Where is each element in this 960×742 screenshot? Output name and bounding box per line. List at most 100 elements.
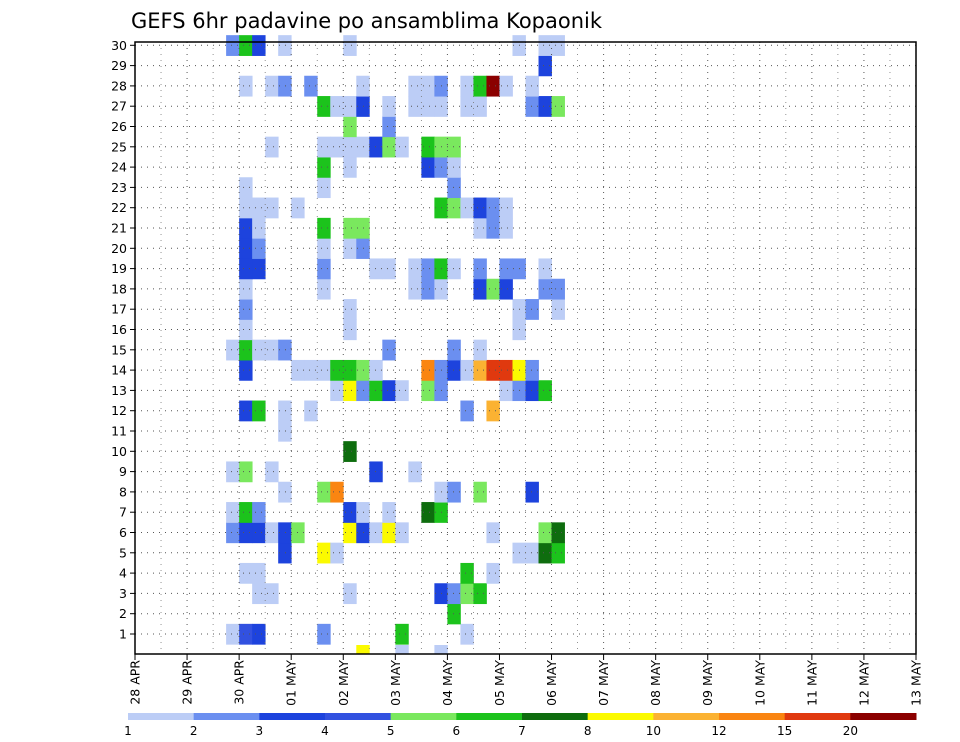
- heatmap-cell: [317, 278, 331, 300]
- heatmap-cell: [317, 156, 331, 178]
- colorbar-swatch: [325, 713, 392, 720]
- heatmap-cell: [551, 522, 565, 544]
- heatmap-cell: [421, 380, 435, 402]
- y-tick-label: 19: [111, 261, 127, 276]
- y-axis-ticks: 1234567891011121314151617181920212223242…: [111, 38, 135, 642]
- heatmap-cell: [226, 339, 240, 361]
- heatmap-cell: [382, 522, 396, 544]
- heatmap-cell: [421, 156, 435, 178]
- x-tick-label: 04 MAY: [440, 660, 455, 706]
- heatmap-cell: [486, 359, 500, 381]
- heatmap-cell: [356, 75, 370, 97]
- heatmap-cell: [343, 136, 357, 158]
- heatmap-cell: [252, 400, 266, 422]
- heatmap-cell: [473, 583, 487, 605]
- heatmap-cell: [538, 522, 552, 544]
- heatmap-cell: [330, 136, 344, 158]
- heatmap-cell: [551, 35, 565, 56]
- heatmap-cell: [421, 96, 435, 117]
- heatmap-cell: [239, 299, 253, 320]
- y-tick-label: 28: [111, 78, 127, 93]
- heatmap-cell: [343, 441, 357, 462]
- colorbar-swatch: [193, 713, 260, 720]
- heatmap-cell: [473, 339, 487, 361]
- heatmap-cell: [382, 339, 396, 361]
- heatmap-cell: [525, 96, 539, 117]
- colorbar-label: 2: [190, 724, 198, 738]
- heatmap-cell: [330, 542, 344, 564]
- heatmap-cell: [382, 380, 396, 402]
- heatmap-cell: [239, 502, 253, 523]
- heatmap-cell: [447, 136, 461, 158]
- heatmap-cell: [252, 197, 266, 219]
- heatmap-cell: [330, 96, 344, 117]
- heatmap-cell: [460, 359, 474, 381]
- y-tick-label: 15: [111, 342, 127, 357]
- heatmap-cell: [317, 481, 331, 503]
- y-tick-label: 1: [119, 627, 127, 642]
- y-tick-label: 9: [119, 464, 127, 479]
- heatmap-cell: [538, 278, 552, 300]
- heatmap-cell: [317, 238, 331, 259]
- heatmap-cell: [369, 522, 383, 544]
- heatmap-cell: [343, 96, 357, 117]
- y-tick-label: 26: [111, 119, 127, 134]
- colorbar-swatch: [456, 713, 523, 720]
- heatmap-cell: [239, 258, 253, 280]
- heatmap-cell: [252, 522, 266, 544]
- heatmap-cell: [499, 197, 513, 219]
- heatmap-cell: [395, 645, 409, 654]
- heatmap-cell: [499, 258, 513, 280]
- y-tick-label: 25: [111, 139, 127, 154]
- heatmap-cell: [486, 400, 500, 422]
- heatmap-cell: [460, 623, 474, 645]
- heatmap-cell: [538, 55, 552, 77]
- heatmap-cell: [317, 136, 331, 158]
- heatmap-cell: [265, 461, 279, 483]
- heatmap-cell: [499, 278, 513, 300]
- heatmap-cell: [330, 481, 344, 503]
- colorbar-swatch: [719, 713, 786, 720]
- heatmap-cell: [395, 380, 409, 402]
- heatmap-cell: [499, 75, 513, 97]
- heatmap-cell: [252, 502, 266, 523]
- heatmap-cell: [239, 319, 253, 341]
- heatmap-cell: [421, 136, 435, 158]
- heatmap-cell: [278, 400, 292, 422]
- heatmap-cell: [408, 461, 422, 483]
- heatmap-cell: [499, 217, 513, 239]
- y-tick-label: 18: [111, 281, 127, 296]
- heatmap-cell: [525, 542, 539, 564]
- heatmap-cell: [486, 75, 500, 97]
- heatmap-cell: [343, 299, 357, 320]
- heatmap-cell: [395, 522, 409, 544]
- colorbar-swatch: [850, 713, 917, 720]
- heatmap-cell: [538, 35, 552, 56]
- heatmap-cell: [473, 258, 487, 280]
- heatmap-cell: [369, 258, 383, 280]
- heatmap-cell: [356, 645, 370, 654]
- heatmap-cell: [356, 238, 370, 259]
- heatmap-cell: [486, 562, 500, 584]
- heatmap-cell: [343, 502, 357, 523]
- heatmap-cell: [226, 522, 240, 544]
- heatmap-cell: [239, 522, 253, 544]
- heatmap-cell: [369, 461, 383, 483]
- plot-frame: [134, 41, 917, 655]
- heatmap-cell: [278, 420, 292, 442]
- y-tick-label: 7: [119, 505, 127, 520]
- heatmap-cell: [278, 481, 292, 503]
- heatmap-cell: [343, 359, 357, 381]
- heatmap-cell: [304, 75, 318, 97]
- x-tick-label: 07 MAY: [596, 660, 611, 706]
- heatmap-cell: [252, 217, 266, 239]
- heatmap-cell: [408, 278, 422, 300]
- colorbar-label: 4: [321, 724, 329, 738]
- heatmap-cell: [265, 522, 279, 544]
- heatmap-cell: [499, 359, 513, 381]
- heatmap-cell: [421, 502, 435, 523]
- colorbar-label: 15: [777, 724, 792, 738]
- heatmap-cell: [486, 278, 500, 300]
- y-tick-label: 13: [111, 383, 127, 398]
- heatmap-cell: [343, 238, 357, 259]
